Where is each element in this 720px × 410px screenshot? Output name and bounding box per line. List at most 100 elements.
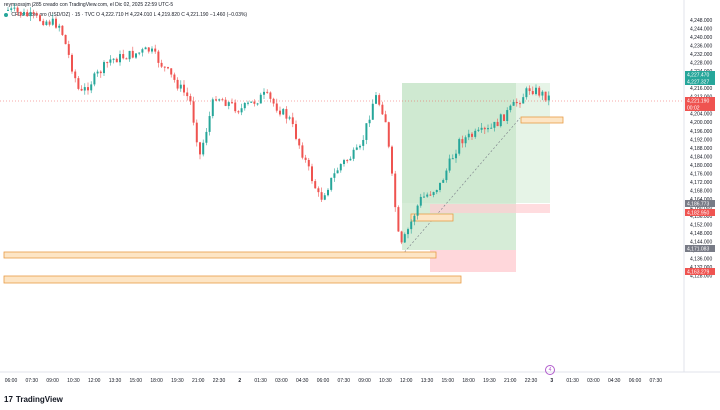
price-tick-label: 4,172.000 [690, 180, 712, 186]
price-tick-label: 4,128.000 [690, 274, 712, 280]
candle-body [480, 127, 483, 130]
candle-body [323, 195, 326, 200]
time-tick-label: 12:00 [400, 378, 413, 384]
time-tick-label: 22:30 [525, 378, 538, 384]
event-marker-icon[interactable]: 4 [545, 365, 555, 375]
candle-body [387, 122, 390, 147]
candle-body [464, 137, 467, 144]
candle-body [410, 221, 413, 230]
candle-body [451, 158, 454, 160]
candle-body [77, 78, 80, 89]
candle-body [215, 99, 217, 101]
time-tick-label: 06:00 [5, 378, 18, 384]
price-tag-label: 4,163.279 [687, 270, 709, 276]
time-tick-label: 22:30 [213, 378, 226, 384]
candle-body [487, 128, 489, 130]
candle-body [266, 91, 269, 93]
candle-body [327, 189, 329, 196]
price-tag-label: 4,171.083 [687, 247, 709, 253]
price-tick-label: 4,160.000 [690, 205, 712, 211]
chart-header: reymsossjm j285 creado con TradingView.c… [4, 2, 174, 8]
candle-body [195, 122, 198, 143]
brand-name: TradingView [15, 395, 63, 404]
candle-body [29, 11, 32, 17]
candle-body [416, 205, 419, 216]
candle-body [279, 110, 281, 115]
demand-zone-2 [3, 275, 462, 284]
time-tick-label: 18:00 [150, 378, 163, 384]
time-tick-label: 19:30 [483, 378, 496, 384]
candle-body [522, 97, 525, 104]
candle-body [125, 58, 128, 60]
price-tick-label: 4,164.000 [690, 197, 712, 203]
candle-body [26, 11, 29, 17]
candle-body [51, 18, 54, 25]
candle-body [243, 102, 246, 109]
stop-zone-2 [430, 204, 550, 213]
candle-body [384, 114, 387, 123]
candle-body [455, 153, 457, 159]
candle-body [247, 102, 249, 104]
candle-body [55, 18, 57, 28]
price-tick-label: 4,248.000 [690, 18, 712, 24]
candle-body [199, 142, 201, 155]
candle-body [538, 87, 541, 96]
candle-body [192, 101, 195, 123]
price-tick-label: 4,168.000 [690, 188, 712, 194]
price-tick-label: 4,136.000 [690, 257, 712, 263]
candle-body [106, 62, 109, 64]
candle-body [432, 192, 435, 196]
candle-body [237, 111, 240, 113]
time-tick-label: 06:00 [317, 378, 330, 384]
candle-body [378, 95, 381, 105]
candle-body [474, 130, 477, 137]
time-tick-label: 10:30 [67, 378, 80, 384]
time-tick-label: 07:30 [338, 378, 351, 384]
candle-body [71, 54, 73, 72]
price-tick-label: 4,228.000 [690, 61, 712, 67]
target-zone [402, 83, 516, 250]
price-tick-label: 4,144.000 [690, 240, 712, 246]
time-tick-label: 09:00 [358, 378, 371, 384]
price-tick-label: 4,176.000 [690, 171, 712, 177]
candle-body [256, 103, 259, 105]
candle-body [519, 103, 521, 105]
candle-body [189, 96, 192, 102]
candle-body [221, 99, 224, 101]
candle-body [282, 109, 285, 115]
candle-body [544, 91, 547, 101]
price-tick-label: 4,180.000 [690, 163, 712, 169]
candle-body [147, 47, 150, 52]
price-tag [685, 104, 715, 111]
candle-body [391, 146, 393, 174]
time-tick-label: 13:30 [109, 378, 122, 384]
time-tick-label: 07:30 [650, 378, 663, 384]
candle-body [535, 87, 537, 95]
footer-logo: 17 TradingView [4, 395, 63, 404]
candle-body [368, 119, 371, 124]
candle-body [477, 129, 480, 131]
price-tag [685, 209, 715, 216]
candle-body [362, 139, 365, 146]
candle-body [336, 170, 339, 174]
candle-body [371, 103, 374, 120]
time-tick-label: 04:30 [608, 378, 621, 384]
price-tick-label: 4,196.000 [690, 129, 712, 135]
time-tick-label: 03:00 [275, 378, 288, 384]
candle-body [509, 105, 512, 111]
supply-zone-1 [410, 213, 454, 222]
candle-body [298, 138, 301, 146]
candle-body [240, 108, 243, 113]
candle-body [115, 58, 118, 63]
candle-body [64, 34, 67, 45]
candle-body [138, 52, 141, 54]
candle-body [493, 121, 496, 128]
candle-body [173, 74, 176, 80]
candle-body [269, 92, 272, 99]
candle-body [208, 116, 211, 132]
candle-body [512, 101, 515, 106]
candle-body [35, 13, 38, 16]
candle-body [13, 7, 16, 9]
candle-body [445, 170, 448, 181]
